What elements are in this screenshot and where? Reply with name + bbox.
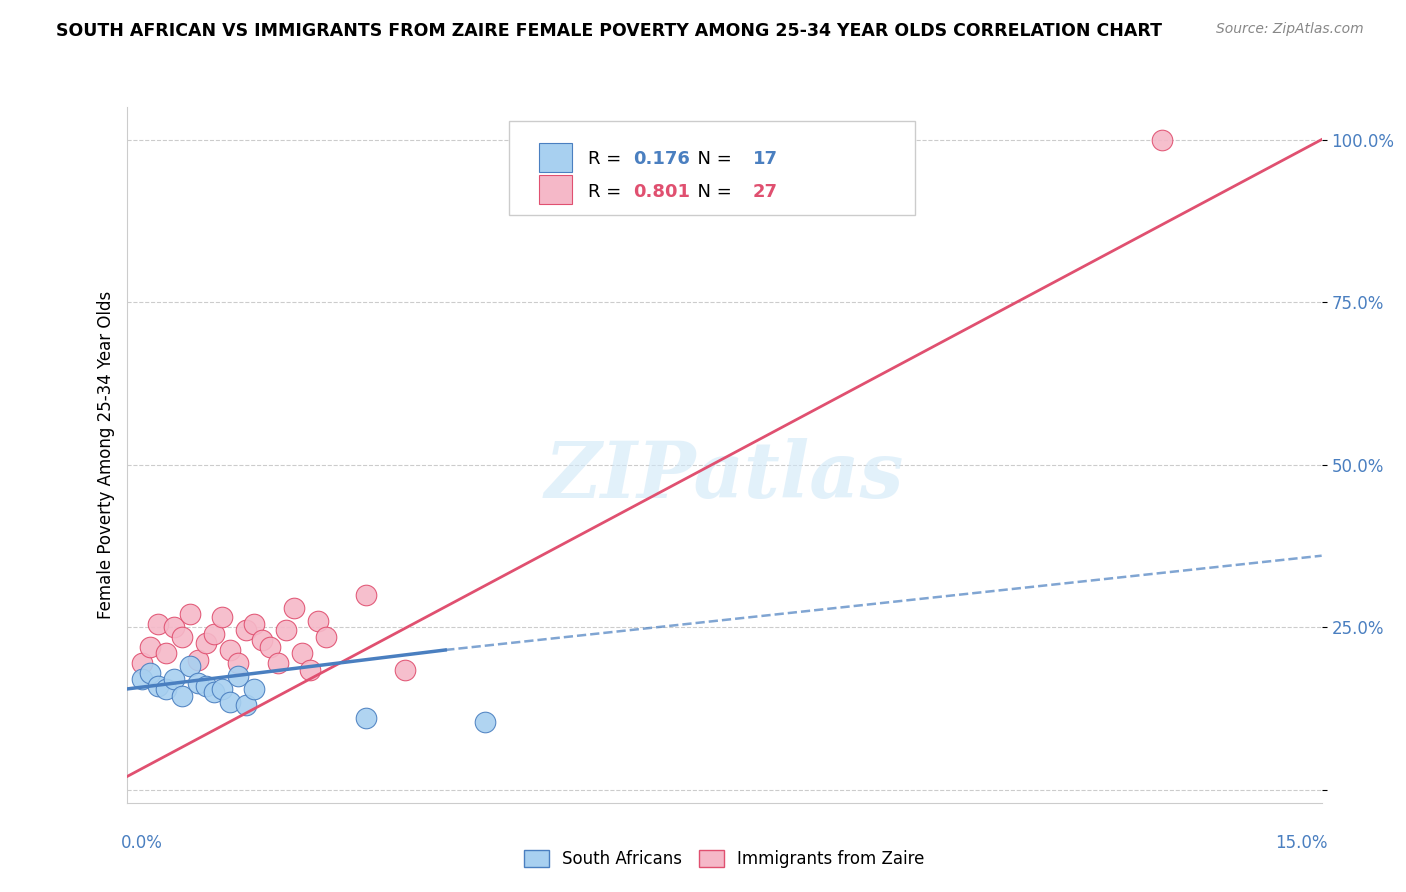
Text: Source: ZipAtlas.com: Source: ZipAtlas.com bbox=[1216, 22, 1364, 37]
Point bbox=[298, 663, 321, 677]
Point bbox=[291, 646, 314, 660]
Point bbox=[195, 636, 218, 650]
Text: 27: 27 bbox=[752, 183, 778, 201]
FancyBboxPatch shape bbox=[538, 143, 572, 172]
Point bbox=[179, 607, 201, 622]
Text: 0.0%: 0.0% bbox=[121, 834, 163, 852]
Text: R =: R = bbox=[588, 150, 627, 169]
Point bbox=[179, 659, 201, 673]
Legend: South Africans, Immigrants from Zaire: South Africans, Immigrants from Zaire bbox=[517, 843, 931, 874]
Point bbox=[283, 600, 305, 615]
Text: N =: N = bbox=[686, 150, 737, 169]
Point bbox=[354, 711, 377, 725]
Text: 0.176: 0.176 bbox=[633, 150, 690, 169]
Point bbox=[243, 681, 266, 696]
Point bbox=[155, 646, 177, 660]
Point bbox=[243, 617, 266, 632]
FancyBboxPatch shape bbox=[538, 175, 572, 204]
Point bbox=[474, 714, 496, 729]
Point bbox=[1152, 132, 1174, 146]
Text: SOUTH AFRICAN VS IMMIGRANTS FROM ZAIRE FEMALE POVERTY AMONG 25-34 YEAR OLDS CORR: SOUTH AFRICAN VS IMMIGRANTS FROM ZAIRE F… bbox=[56, 22, 1163, 40]
Point bbox=[307, 614, 329, 628]
Point bbox=[226, 669, 249, 683]
Point bbox=[202, 626, 225, 640]
Point bbox=[195, 679, 218, 693]
Point bbox=[394, 663, 416, 677]
Text: N =: N = bbox=[686, 183, 737, 201]
Point bbox=[139, 665, 162, 680]
Point bbox=[259, 640, 281, 654]
Point bbox=[267, 656, 290, 670]
Point bbox=[148, 617, 170, 632]
Y-axis label: Female Poverty Among 25-34 Year Olds: Female Poverty Among 25-34 Year Olds bbox=[97, 291, 115, 619]
Text: R =: R = bbox=[588, 183, 627, 201]
Text: 0.801: 0.801 bbox=[633, 183, 690, 201]
Point bbox=[226, 656, 249, 670]
Point bbox=[139, 640, 162, 654]
Point bbox=[172, 689, 194, 703]
Point bbox=[235, 624, 257, 638]
Point bbox=[131, 672, 153, 686]
Point bbox=[155, 681, 177, 696]
Point bbox=[202, 685, 225, 699]
Point bbox=[219, 643, 242, 657]
Point bbox=[163, 620, 186, 634]
Point bbox=[315, 630, 337, 644]
Text: 15.0%: 15.0% bbox=[1275, 834, 1327, 852]
Point bbox=[219, 695, 242, 709]
Point bbox=[274, 624, 297, 638]
Point bbox=[187, 653, 209, 667]
Point bbox=[211, 681, 233, 696]
Point bbox=[235, 698, 257, 713]
Point bbox=[131, 656, 153, 670]
Point bbox=[163, 672, 186, 686]
Point bbox=[250, 633, 273, 648]
Point bbox=[172, 630, 194, 644]
Point bbox=[211, 610, 233, 624]
Text: 17: 17 bbox=[752, 150, 778, 169]
Point bbox=[148, 679, 170, 693]
Text: ZIPatlas: ZIPatlas bbox=[544, 438, 904, 514]
Point bbox=[187, 675, 209, 690]
Point bbox=[354, 588, 377, 602]
FancyBboxPatch shape bbox=[509, 121, 915, 215]
